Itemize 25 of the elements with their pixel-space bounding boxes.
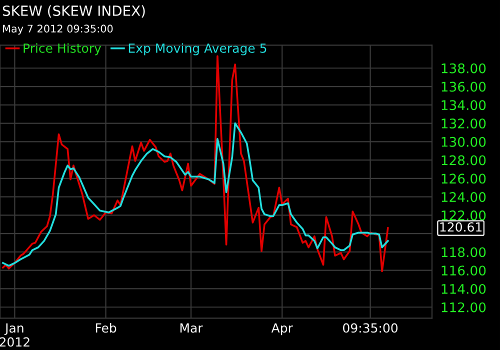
y-tick-label: 130.00 [442,136,486,147]
chart-subtitle: May 7 2012 09:35:00 [3,24,113,35]
y-tick-label: 124.00 [442,192,486,202]
legend-label: Price History [24,43,102,56]
y-tick-label: 122.00 [442,210,486,220]
y-tick-label: 138.00 [442,63,486,74]
y-tick-label: 118.00 [442,247,486,258]
x-tick-label: Feb [96,323,116,333]
x-tick-label: Jan 2012 [0,323,30,347]
y-tick-label: 126.00 [442,174,486,184]
y-tick-label: 132.00 [442,118,486,128]
x-tick-label: Mar [180,323,203,333]
y-tick-label: 134.00 [442,100,486,110]
y-tick-label: 114.00 [442,284,486,294]
line-series [2,55,389,272]
x-tick-label: Apr [271,323,293,336]
y-tick-label: 136.00 [442,82,486,92]
x-tick-label: 09:35:00 [343,323,398,333]
y-tick-label: 128.00 [442,155,486,166]
y-tick-label: 116.00 [442,266,486,276]
line-series [2,122,389,267]
y-tick-label: 112.00 [442,302,486,312]
legend-label: Exp Moving Average 5 [128,43,266,56]
chart-title: SKEW (SKEW INDEX) [2,5,145,18]
text: 120.61 [440,222,482,232]
